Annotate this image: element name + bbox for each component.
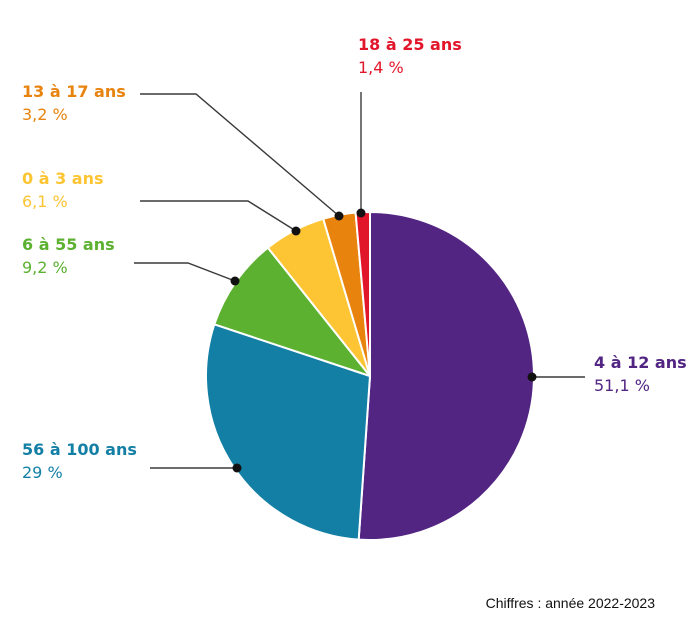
slice-value: 6,1 % <box>22 192 68 211</box>
slice-label: 56 à 100 ans <box>22 440 137 459</box>
slice-labels: 4 à 12 ans 51,1 % 56 à 100 ans 29 % 6 à 55 a… <box>22 35 687 482</box>
chart-footnote: Chiffres : année 2022-2023 <box>486 595 656 611</box>
callout-dot <box>232 463 242 473</box>
slice-value: 9,2 % <box>22 258 68 277</box>
slice-value: 3,2 % <box>22 105 68 124</box>
slice-label: 13 à 17 ans <box>22 82 126 101</box>
pie-slices <box>205 210 535 541</box>
callout-dot <box>334 211 344 221</box>
callout-dot <box>356 208 366 218</box>
callout-line <box>140 200 297 232</box>
slice-label: 6 à 55 ans <box>22 235 115 254</box>
slice-label: 18 à 25 ans <box>358 35 462 54</box>
callout-line <box>134 262 236 282</box>
slice-value: 51,1 % <box>594 376 650 395</box>
slice-value: 1,4 % <box>358 58 404 77</box>
slice-value: 29 % <box>22 463 63 482</box>
callouts <box>134 92 585 473</box>
slice-label: 0 à 3 ans <box>22 169 103 188</box>
callout-dot <box>230 276 240 286</box>
callout-dot <box>291 226 301 236</box>
pie-slice <box>357 211 535 541</box>
callout-line <box>140 93 340 217</box>
callout-dot <box>527 372 537 382</box>
slice-label: 4 à 12 ans <box>594 353 687 372</box>
